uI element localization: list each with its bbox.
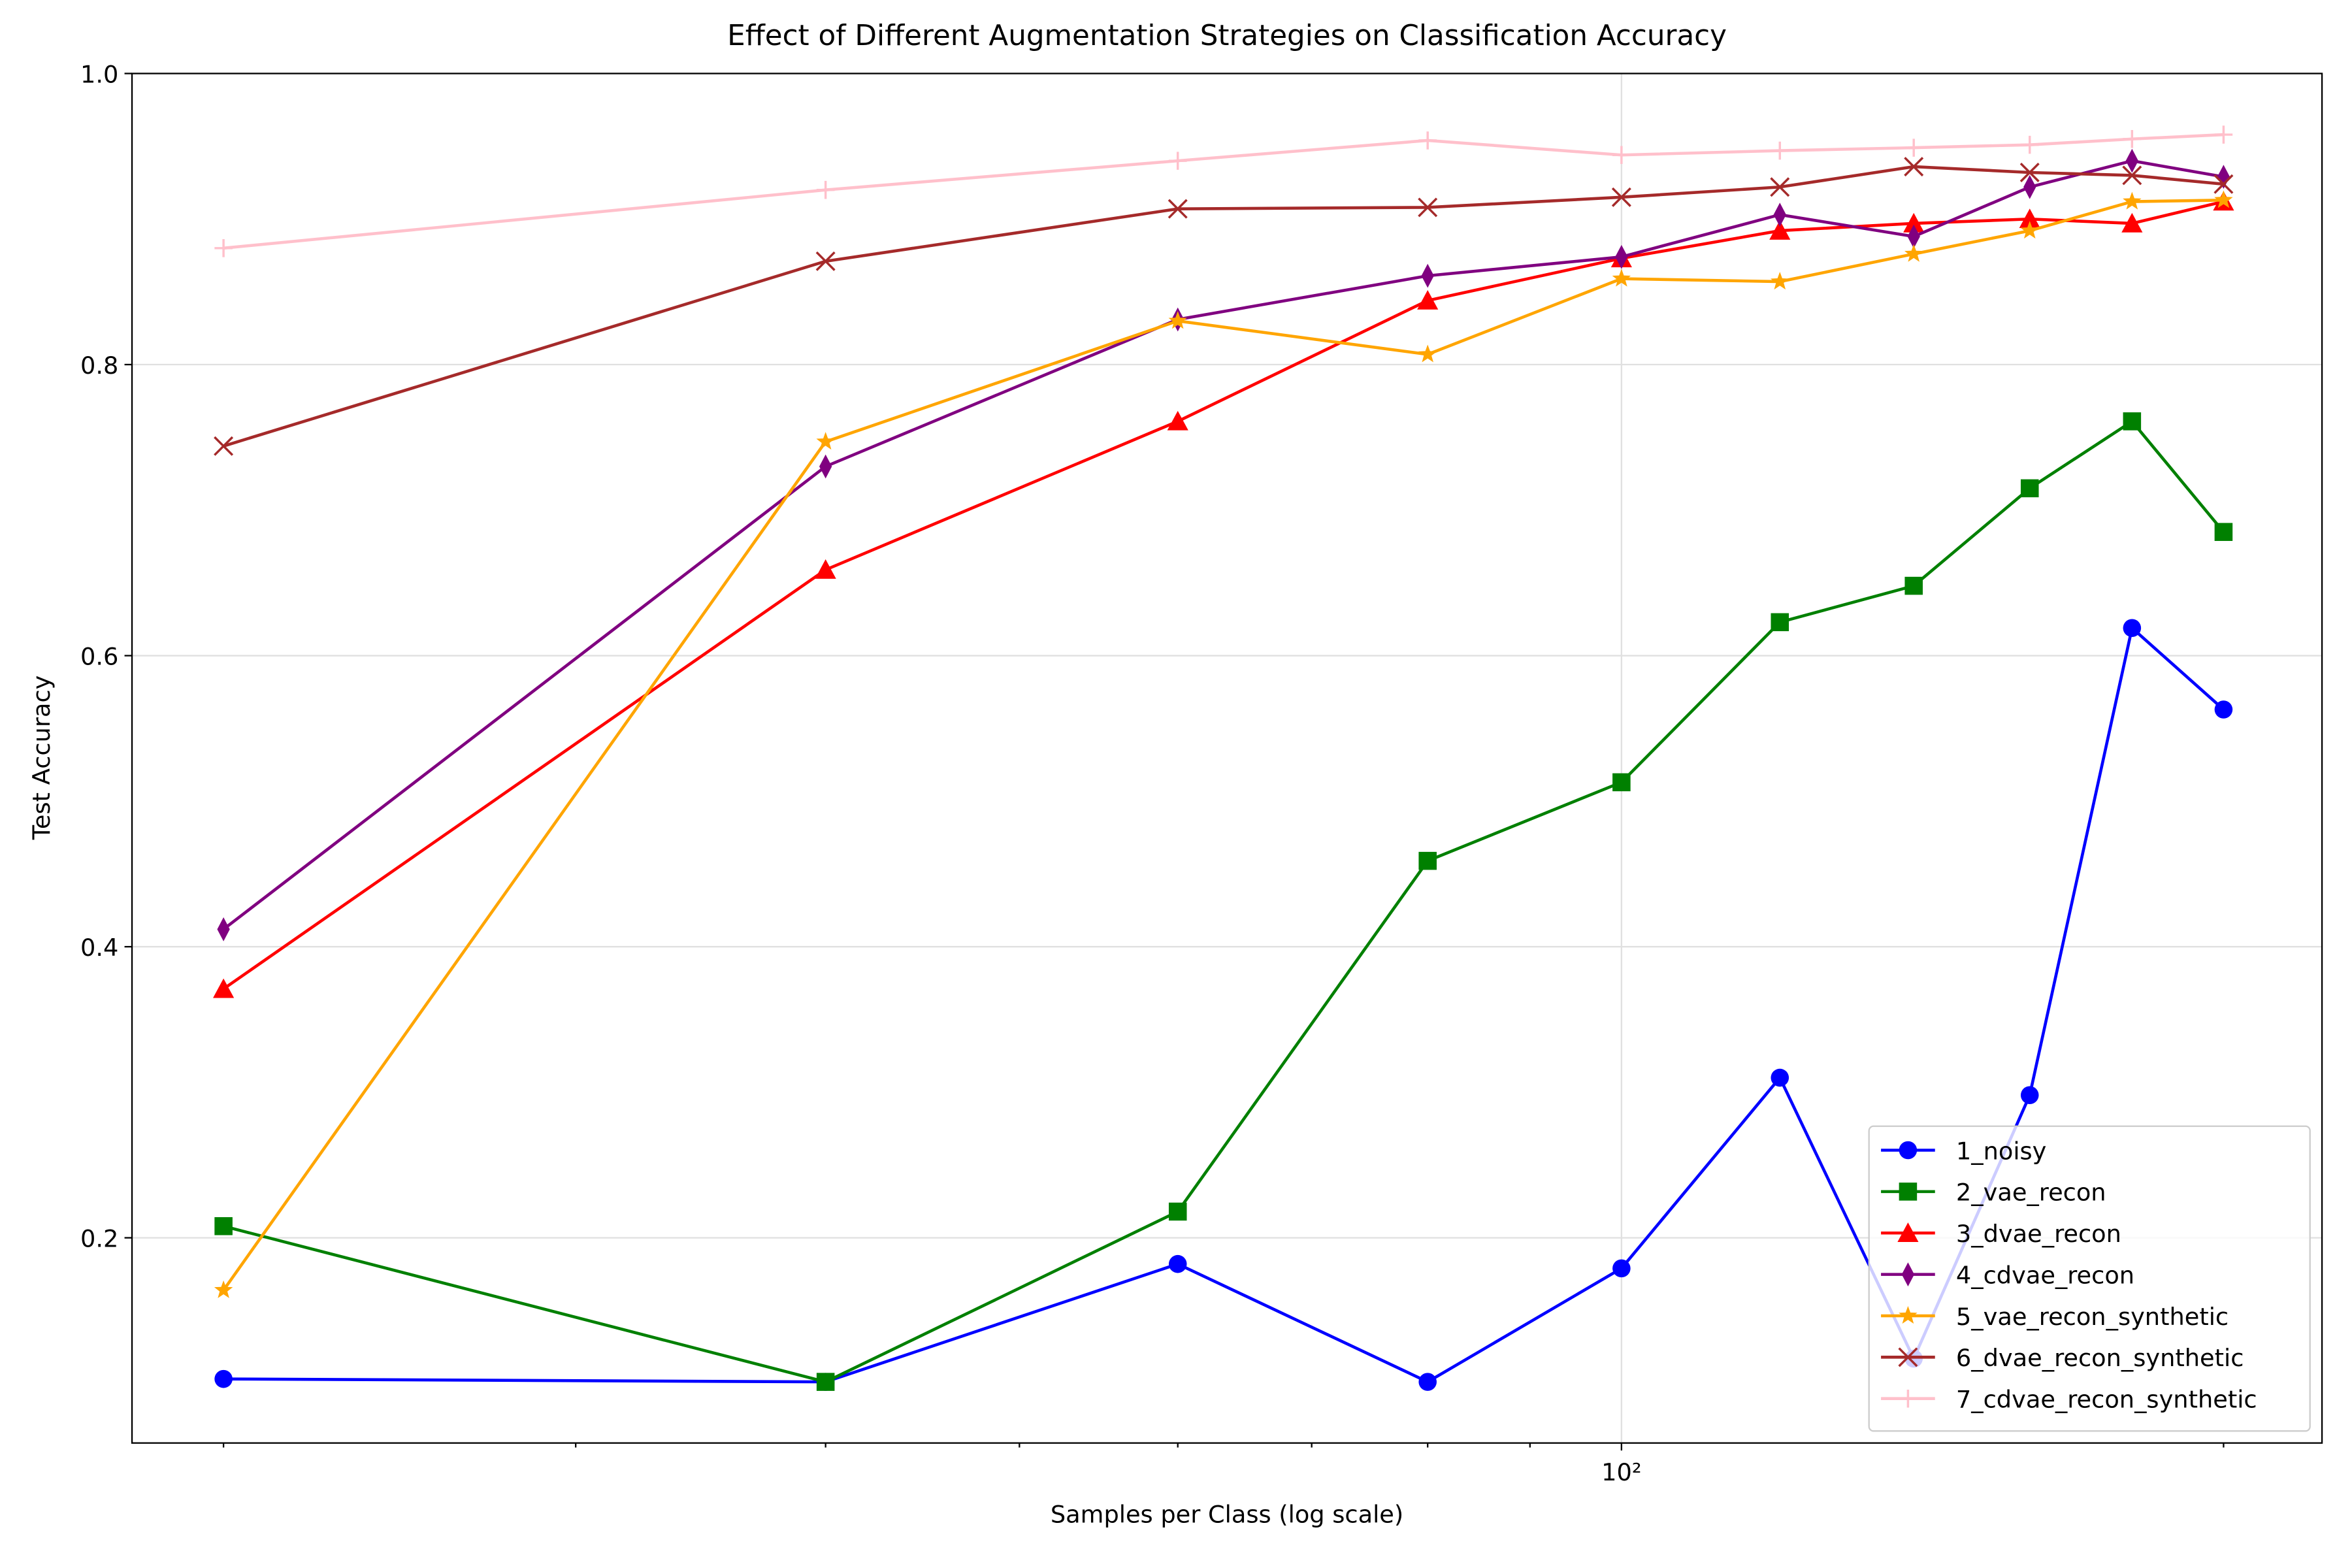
marker: [1771, 141, 1789, 160]
series-line: [223, 165, 2224, 448]
marker: [2122, 165, 2142, 186]
marker: [816, 180, 835, 199]
marker: [1771, 613, 1789, 632]
marker: [1903, 212, 1925, 233]
marker: [2125, 148, 2138, 173]
marker: [1417, 289, 1439, 310]
marker: [2123, 129, 2142, 148]
y-tick-label: 0.4: [80, 934, 118, 962]
marker: [815, 251, 836, 271]
marker: [1904, 244, 1923, 262]
series-line: [222, 199, 2224, 1292]
legend-label: 4_cdvae_recon: [1956, 1261, 2134, 1289]
marker: [1418, 851, 1437, 870]
marker: [1168, 152, 1187, 170]
marker: [1904, 157, 1924, 177]
series-line: [222, 159, 2224, 931]
y-tick-label: 0.8: [80, 351, 118, 380]
marker: [1611, 187, 1631, 207]
marker: [2020, 221, 2039, 239]
marker: [1418, 1373, 1437, 1391]
marker: [1168, 1202, 1187, 1221]
marker: [214, 239, 233, 257]
marker: [1168, 311, 1187, 329]
plot-frame: [131, 73, 2323, 1444]
marker: [1167, 410, 1188, 431]
marker: [1615, 244, 1628, 269]
marker: [816, 1373, 835, 1391]
marker: [1418, 131, 1437, 150]
marker: [1418, 344, 1437, 363]
marker: [2123, 412, 2142, 431]
series-line: [223, 625, 2225, 1384]
marker: [2023, 174, 2036, 199]
marker: [1897, 1222, 1919, 1243]
marker: [815, 559, 836, 579]
marker: [1418, 197, 1438, 218]
y-tick-label: 0.6: [80, 642, 118, 670]
legend-label: 2_vae_recon: [1956, 1179, 2106, 1207]
legend-label: 3_dvae_recon: [1956, 1220, 2121, 1248]
y-tick-label: 1.0: [80, 60, 118, 88]
marker: [2020, 135, 2039, 154]
legend-label: 5_vae_recon_synthetic: [1956, 1303, 2229, 1331]
marker: [2123, 619, 2142, 637]
marker: [2214, 125, 2233, 144]
x-axis-label: Samples per Class (log scale): [1051, 1500, 1403, 1528]
marker: [1899, 1183, 1918, 1201]
marker: [214, 1369, 233, 1388]
marker: [1899, 1306, 1918, 1324]
legend-label: 6_dvae_recon_synthetic: [1956, 1344, 2244, 1372]
x-tick-label: 10²: [1601, 1458, 1641, 1486]
marker: [1899, 1141, 1918, 1160]
marker: [819, 454, 832, 479]
marker: [1904, 139, 1923, 157]
marker: [2019, 162, 2040, 182]
marker: [2214, 523, 2233, 541]
marker: [214, 1280, 233, 1298]
marker: [1612, 269, 1631, 287]
marker: [214, 436, 234, 456]
marker: [1771, 272, 1789, 290]
y-tick-label: 0.2: [80, 1224, 118, 1252]
marker: [2019, 208, 2040, 229]
marker: [1168, 1254, 1187, 1273]
marker: [1904, 576, 1923, 595]
marker: [214, 1217, 233, 1235]
marker: [1612, 773, 1631, 792]
marker: [1907, 224, 1920, 249]
marker: [2123, 191, 2142, 210]
marker: [1769, 220, 1791, 240]
marker: [1898, 1347, 1918, 1367]
series-line: [223, 133, 2224, 250]
marker: [1901, 1262, 1915, 1286]
marker: [1771, 1068, 1789, 1087]
marker: [1612, 1259, 1631, 1278]
marker: [2213, 174, 2234, 194]
chart-title: Effect of Different Augmentation Strateg…: [727, 20, 1727, 52]
marker: [2020, 1086, 2039, 1105]
marker: [1612, 146, 1631, 165]
marker: [2214, 700, 2233, 719]
y-axis-label: Test Accuracy: [27, 676, 56, 841]
legend-label: 1_noisy: [1956, 1137, 2047, 1165]
marker: [213, 978, 235, 998]
marker: [1899, 1389, 1918, 1408]
marker: [1168, 199, 1188, 219]
marker: [2121, 212, 2143, 233]
legend-label: 7_cdvae_recon_synthetic: [1956, 1385, 2257, 1413]
legend: 1_noisy 2_vae_recon 3_dvae_recon 4_cdvae_re…: [1868, 1125, 2311, 1432]
series-line: [222, 200, 2224, 990]
marker: [1773, 203, 1786, 227]
marker: [217, 917, 230, 941]
marker: [816, 432, 835, 450]
marker: [2214, 190, 2233, 208]
marker: [1421, 263, 1434, 288]
legend-box: [1868, 1125, 2311, 1432]
series-line: [223, 419, 2225, 1384]
marker: [2020, 479, 2039, 498]
marker: [1770, 177, 1790, 197]
